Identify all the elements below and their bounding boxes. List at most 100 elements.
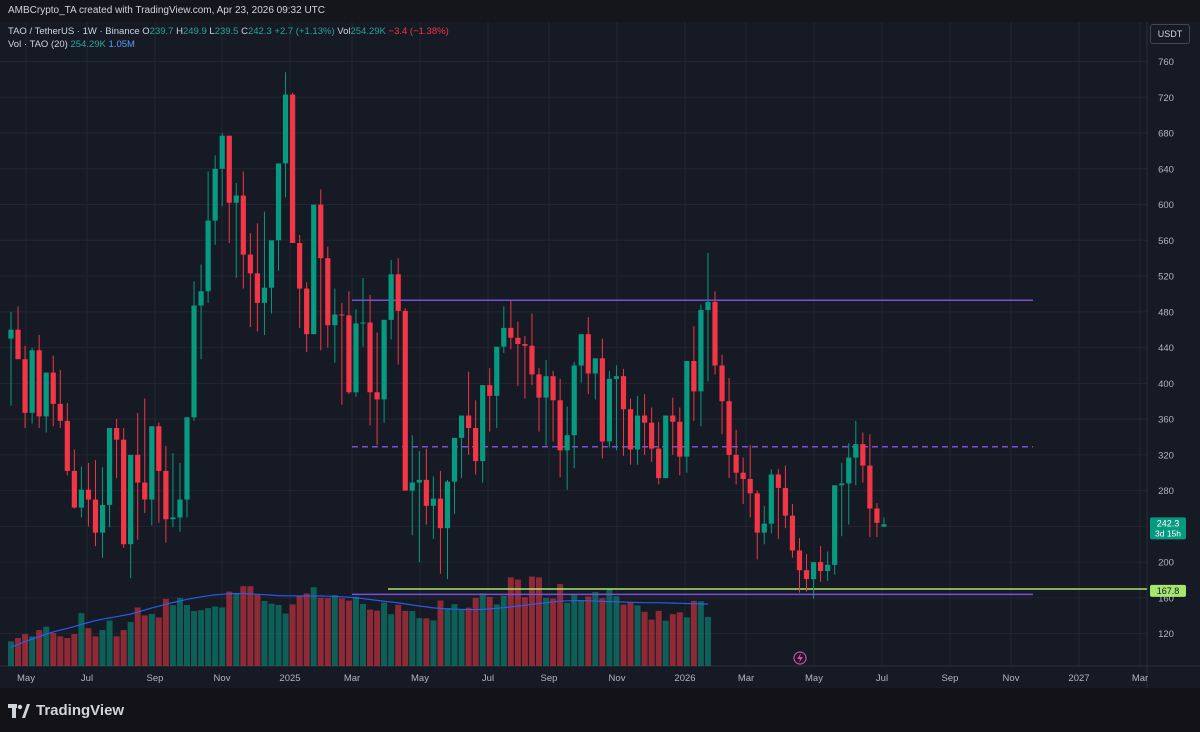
volume-bar	[444, 608, 451, 666]
candle-body	[163, 470, 169, 520]
volume-bar	[303, 593, 310, 666]
volume-bar	[148, 613, 155, 666]
y-tick-label: 480	[1158, 307, 1174, 318]
tradingview-icon	[8, 703, 30, 718]
candle-body	[114, 428, 120, 440]
chart-frame[interactable]: 1201602002402803203604004404805205606006…	[0, 22, 1200, 688]
y-tick-label: 440	[1158, 343, 1174, 354]
lightning-icon[interactable]	[793, 651, 807, 665]
volume-bar	[669, 614, 676, 666]
y-tick-label: 680	[1158, 129, 1174, 140]
candle-body	[642, 415, 648, 423]
high-label: H	[176, 26, 183, 37]
candle-body	[818, 562, 824, 572]
candle-body	[57, 403, 63, 421]
volume-bar	[57, 636, 64, 666]
volume-bar	[64, 637, 71, 666]
low-value: 239.5	[214, 26, 239, 37]
volume-bar	[78, 613, 85, 666]
candle-body	[353, 323, 359, 393]
candle-body	[50, 372, 56, 404]
candle-body	[437, 498, 444, 529]
volume-bar	[571, 594, 578, 666]
x-tick-label: Jul	[482, 673, 494, 684]
candle-body	[480, 385, 486, 462]
volume-bar	[690, 600, 697, 666]
volume-bar	[29, 636, 36, 666]
candle-body	[290, 94, 296, 243]
volume-bar	[648, 619, 655, 666]
volume-bar	[409, 611, 416, 666]
candle-body	[458, 415, 465, 438]
volume-bar	[500, 595, 507, 666]
candle-body	[860, 444, 866, 466]
volume-bar	[641, 611, 648, 666]
volume-bar	[388, 614, 395, 666]
vol-change-value: −3.4 (−1.38%)	[388, 26, 449, 37]
candle-body	[881, 524, 887, 527]
volume-bar	[381, 602, 388, 666]
candle-body	[177, 499, 183, 518]
candle-body	[501, 327, 507, 347]
y-tick-label: 360	[1158, 415, 1174, 426]
candle-body	[297, 242, 303, 289]
volume-bar	[120, 630, 127, 666]
volume-bar	[205, 608, 212, 666]
volume-bar	[493, 604, 500, 666]
volume-bar	[634, 605, 641, 666]
x-tick-label: Sep	[147, 673, 164, 684]
volume-bar	[578, 600, 585, 666]
change-value: +2.7 (+1.13%)	[274, 26, 335, 37]
volume-bar	[226, 591, 233, 666]
volume-bar	[620, 604, 627, 666]
price-label-box	[1150, 584, 1186, 597]
volume-bar	[296, 595, 303, 666]
candle-body	[29, 350, 35, 413]
candle-body	[381, 319, 387, 400]
volume-bar	[127, 621, 134, 666]
vol-label: Vol	[337, 26, 351, 37]
low-label: L	[209, 26, 215, 37]
volume-bar	[169, 605, 176, 666]
x-tick-label: Sep	[942, 673, 959, 684]
symbol-title[interactable]: TAO / TetherUS · 1W · Binance	[8, 26, 140, 37]
candle-body	[627, 409, 634, 450]
candle-body	[423, 479, 429, 506]
candle-body	[557, 400, 563, 451]
price-chart[interactable]: 1201602002402803203604004404805205606006…	[0, 22, 1200, 688]
vol-ma-value: 1.05M	[108, 39, 135, 50]
candle-body	[311, 204, 317, 335]
candle-body	[543, 376, 549, 398]
candle-body	[796, 550, 803, 571]
volume-bar	[71, 634, 78, 666]
candle-body	[670, 415, 676, 422]
candle-body	[656, 448, 662, 479]
volume-bar	[599, 598, 606, 666]
vol-indicator-title[interactable]: Vol · TAO (20)	[8, 39, 68, 50]
candle-body	[92, 499, 99, 533]
price-label-box	[1150, 517, 1186, 540]
candle-body	[747, 478, 753, 494]
y-tick-label: 160	[1158, 593, 1174, 604]
currency-button[interactable]: USDT	[1150, 24, 1190, 44]
candle-body	[36, 350, 42, 417]
volume-bar	[324, 598, 331, 666]
volume-bar	[219, 607, 226, 666]
tradingview-logo[interactable]: TradingView	[8, 702, 124, 719]
x-tick-label: May	[805, 673, 823, 684]
symbol-legend: TAO / TetherUS · 1W · Binance O239.7 H24…	[8, 26, 449, 37]
candle-body	[156, 426, 162, 471]
volume-bar	[113, 636, 120, 666]
volume-bar	[479, 593, 486, 666]
y-tick-label: 760	[1158, 57, 1174, 68]
candle-body	[874, 508, 880, 523]
candle-body	[212, 168, 218, 221]
candle-body	[219, 135, 225, 169]
volume-bar	[613, 596, 620, 666]
candle-body	[494, 346, 500, 396]
volume-bar	[22, 634, 29, 666]
y-tick-label: 400	[1158, 379, 1174, 390]
candle-body	[466, 415, 472, 429]
volume-bar	[155, 617, 162, 666]
candle-body	[473, 428, 479, 462]
